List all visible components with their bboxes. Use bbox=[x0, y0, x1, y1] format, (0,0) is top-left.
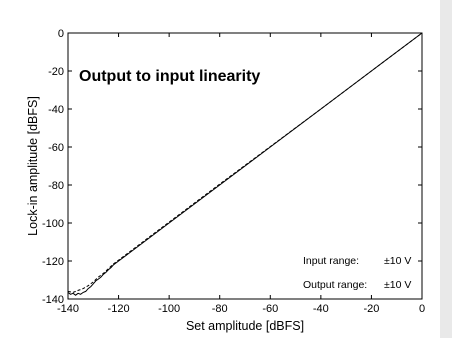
x-tick-label: 0 bbox=[419, 303, 425, 315]
y-tick-label: -140 bbox=[42, 294, 64, 306]
figure-panel: -140 -120 -100 -80 -60 -40 -20 0 0 -20 -40 -60 -80 -1… bbox=[0, 0, 440, 338]
ticks-layer: -140 -120 -100 -80 -60 -40 -20 0 0 -20 -40 -60 -80 -1… bbox=[42, 28, 425, 315]
y-tick-label: -100 bbox=[42, 218, 64, 230]
input-range-value: ±10 V bbox=[384, 255, 411, 267]
y-axis-label: Lock-in amplitude [dBFS] bbox=[26, 96, 40, 236]
x-tick-label: -20 bbox=[363, 303, 379, 315]
x-tick-label: -80 bbox=[212, 303, 228, 315]
chart-title: Output to input linearity bbox=[79, 68, 260, 85]
y-tick-label: -20 bbox=[48, 66, 64, 78]
y-tick-label: -120 bbox=[42, 256, 64, 268]
dashed-series-line bbox=[67, 32, 423, 293]
input-range-label: Input range: bbox=[303, 255, 359, 267]
output-range-label: Output range: bbox=[303, 279, 367, 291]
y-tick-label: -60 bbox=[48, 142, 64, 154]
output-range-value: ±10 V bbox=[384, 279, 411, 291]
linearity-chart: -140 -120 -100 -80 -60 -40 -20 0 0 -20 -40 -60 -80 -1… bbox=[26, 28, 425, 333]
series-layer bbox=[67, 32, 423, 296]
y-tick-label: -40 bbox=[48, 104, 64, 116]
x-tick-label: -120 bbox=[108, 303, 130, 315]
solid-series-line bbox=[67, 32, 423, 296]
x-axis-label: Set amplitude [dBFS] bbox=[186, 319, 304, 333]
y-tick-label: 0 bbox=[58, 28, 64, 40]
x-tick-label: -100 bbox=[158, 303, 180, 315]
x-tick-label: -60 bbox=[262, 303, 278, 315]
x-tick-label: -140 bbox=[57, 303, 79, 315]
y-tick-label: -80 bbox=[48, 180, 64, 192]
x-tick-label: -40 bbox=[313, 303, 329, 315]
